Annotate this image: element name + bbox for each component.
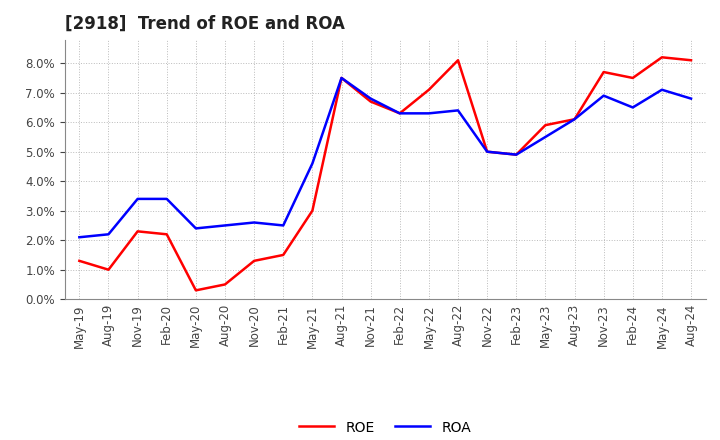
ROA	[512, 152, 521, 157]
ROE	[337, 75, 346, 81]
ROE	[220, 282, 229, 287]
Line: ROE: ROE	[79, 57, 691, 290]
ROE	[395, 111, 404, 116]
ROA	[687, 96, 696, 101]
ROA	[192, 226, 200, 231]
ROA	[570, 117, 579, 122]
Legend: ROE, ROA: ROE, ROA	[294, 415, 477, 440]
ROE	[192, 288, 200, 293]
ROE	[163, 231, 171, 237]
ROA	[483, 149, 492, 154]
ROE	[75, 258, 84, 264]
ROA	[163, 196, 171, 202]
ROE	[599, 70, 608, 75]
Line: ROA: ROA	[79, 78, 691, 237]
ROE	[512, 152, 521, 157]
ROA	[337, 75, 346, 81]
ROA	[657, 87, 666, 92]
ROA	[541, 134, 550, 139]
ROE	[541, 122, 550, 128]
ROE	[687, 58, 696, 63]
ROA	[599, 93, 608, 98]
ROA	[250, 220, 258, 225]
ROA	[75, 235, 84, 240]
ROA	[308, 161, 317, 166]
ROA	[279, 223, 287, 228]
ROE	[657, 55, 666, 60]
ROA	[629, 105, 637, 110]
ROE	[279, 252, 287, 257]
ROE	[425, 87, 433, 92]
ROE	[308, 208, 317, 213]
ROE	[133, 229, 142, 234]
ROE	[250, 258, 258, 264]
ROA	[220, 223, 229, 228]
ROA	[425, 111, 433, 116]
ROA	[395, 111, 404, 116]
ROA	[133, 196, 142, 202]
Text: [2918]  Trend of ROE and ROA: [2918] Trend of ROE and ROA	[65, 15, 345, 33]
ROA	[454, 108, 462, 113]
ROE	[629, 75, 637, 81]
ROA	[104, 231, 113, 237]
ROE	[483, 149, 492, 154]
ROE	[104, 267, 113, 272]
ROA	[366, 96, 375, 101]
ROE	[454, 58, 462, 63]
ROE	[570, 117, 579, 122]
ROE	[366, 99, 375, 104]
